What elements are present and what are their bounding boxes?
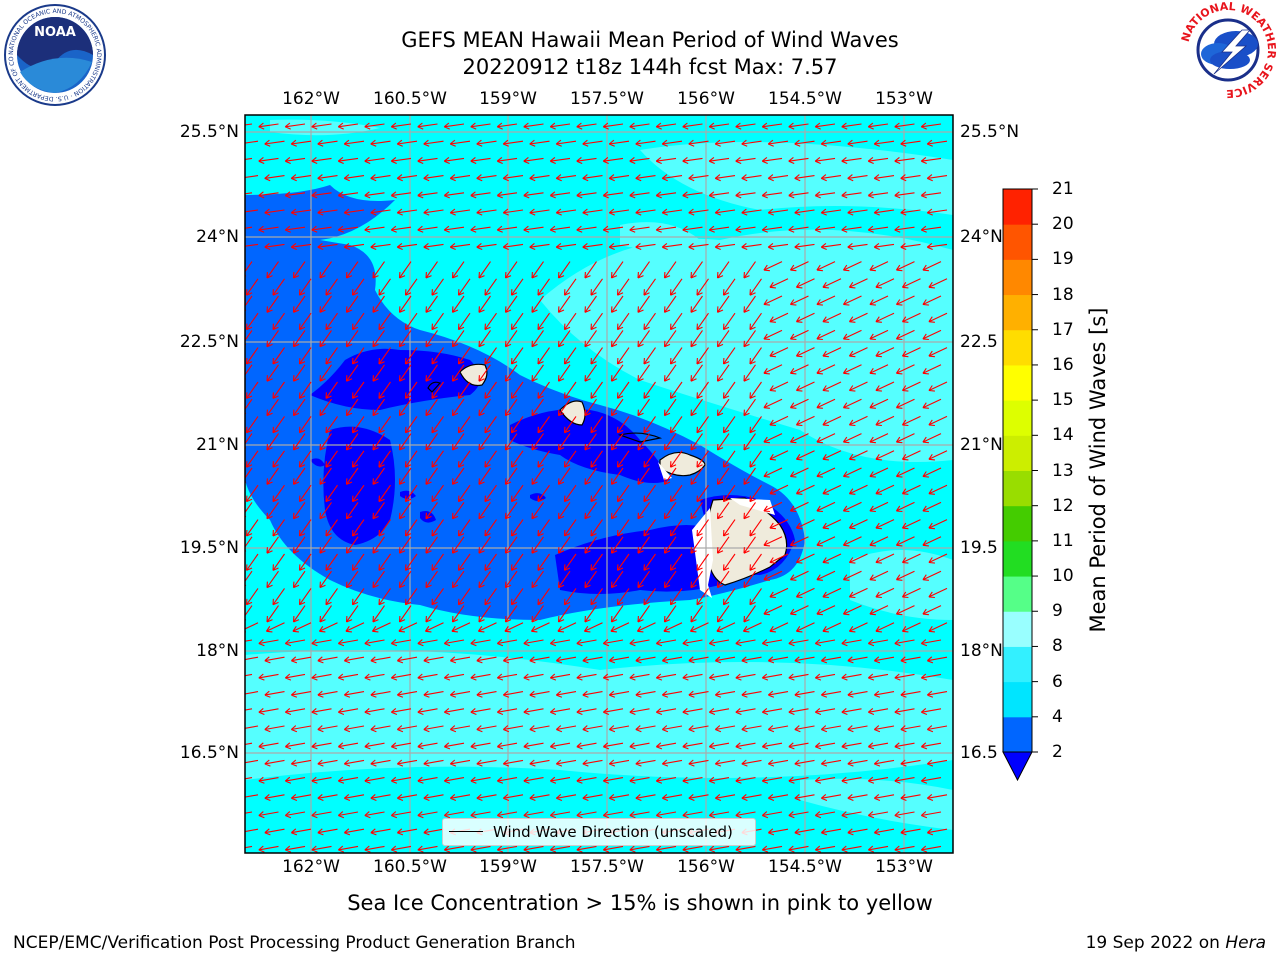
lon-tick-top: 160.5°W [373, 89, 447, 109]
colorbar-segment [1003, 540, 1032, 577]
map-legend: Wind Wave Direction (unscaled) [442, 818, 756, 846]
colorbar-label: Mean Period of Wind Waves [s] [1086, 307, 1110, 633]
colorbar-tick-label: 17 [1052, 319, 1074, 340]
colorbar-tick-label: 19 [1052, 249, 1074, 270]
colorbar-segment [1003, 646, 1032, 683]
colorbar-segment [1003, 435, 1032, 471]
colorbar-under-triangle [1002, 751, 1033, 782]
colorbar-tick-label: 6 [1052, 671, 1063, 692]
map-frame [244, 114, 954, 854]
lon-tick-bottom: 154.5°W [768, 857, 842, 877]
colorbar-segment [1003, 294, 1032, 331]
lat-tick-right: 22.5 [960, 332, 998, 352]
wind-wave-direction-arrows [245, 122, 948, 853]
lat-tick-left: 22.5°N [179, 332, 239, 352]
lon-tick-top: 157.5°W [570, 89, 644, 109]
lon-tick-bottom: 159°W [479, 857, 537, 877]
colorbar-segment [1003, 576, 1032, 612]
lon-tick-bottom: 162°W [282, 857, 340, 877]
lat-tick-left: 18°N [196, 641, 239, 661]
lat-tick-left: 19.5°N [179, 538, 239, 558]
noaa-logo-text: NOAA [34, 25, 76, 40]
colorbar-segment [1003, 400, 1032, 436]
colorbar-tick-label: 2 [1052, 742, 1063, 762]
lon-tick-top: 153°W [875, 89, 933, 109]
chart-title: GEFS MEAN Hawaii Mean Period of Wind Wav… [401, 28, 899, 52]
lon-tick-top: 162°W [282, 89, 340, 109]
nws-logo: NATIONAL WEATHER SERVICE [1179, 0, 1278, 100]
lon-tick-bottom: 160.5°W [373, 857, 447, 877]
colorbar-segment [1003, 189, 1032, 225]
wind-wave-arrow [245, 122, 948, 853]
colorbar-segment [1003, 716, 1032, 753]
sea-ice-caption: Sea Ice Concentration > 15% is shown in … [347, 891, 933, 915]
footer-date: 19 Sep 2022 on Hera [1086, 932, 1266, 954]
lat-tick-right: 24°N [960, 227, 1003, 247]
lon-tick-top: 156°W [677, 89, 735, 109]
footer-host: Hera [1225, 933, 1266, 953]
chart-subtitle: 20220912 t18z 144h fcst Max: 7.57 [462, 55, 838, 79]
colorbar-segment [1003, 259, 1032, 296]
colorbar-segment [1003, 611, 1032, 647]
lon-tick-bottom: 157.5°W [570, 857, 644, 877]
lat-lon-grid [245, 115, 953, 853]
lon-tick-bottom: 156°W [677, 857, 735, 877]
lat-tick-right: 18°N [960, 641, 1003, 661]
lat-tick-left: 25.5°N [179, 122, 239, 142]
colorbar-segment [1003, 364, 1032, 401]
footer-credit: NCEP/EMC/Verification Post Processing Pr… [13, 933, 576, 953]
lon-tick-bottom: 153°W [875, 857, 933, 877]
lat-tick-right: 19.5 [960, 538, 998, 558]
footer-date-text: 19 Sep 2022 on [1085, 933, 1220, 953]
hawaii-islands [427, 363, 788, 586]
island-maui [659, 451, 706, 477]
lon-tick-top: 154.5°W [768, 89, 842, 109]
noaa-logo: NOAA NATIONAL OCEANIC AND ATMOSPHERIC AD… [0, 0, 106, 106]
island-niihau [427, 381, 442, 393]
colorbar-tick-label: 11 [1052, 530, 1074, 551]
lat-tick-left: 24°N [196, 227, 239, 247]
colorbar-segment [1003, 470, 1032, 507]
colorbar-tick-label: 15 [1052, 390, 1074, 411]
colorbar-tick-label: 14 [1052, 425, 1074, 446]
lat-tick-right: 21°N [960, 435, 1003, 455]
colorbar [1002, 188, 1038, 782]
lat-tick-left: 21°N [196, 435, 239, 455]
colorbar-tick-label: 9 [1052, 601, 1063, 622]
lat-tick-right: 16.5 [960, 743, 998, 763]
colorbar-segment [1003, 505, 1032, 542]
colorbar-tick-label: 4 [1052, 706, 1063, 727]
colorbar-tick-label: 16 [1052, 354, 1074, 375]
legend-line-sample [449, 831, 483, 832]
colorbar-segment [1003, 224, 1032, 260]
colorbar-tick-label: 13 [1052, 460, 1074, 481]
legend-label: Wind Wave Direction (unscaled) [493, 823, 733, 841]
lon-tick-top: 159°W [479, 89, 537, 109]
colorbar-tick-label: 8 [1052, 636, 1063, 657]
colorbar-tick-label: 20 [1052, 214, 1074, 235]
map-plot-area [245, 115, 953, 853]
colorbar-segment [1003, 681, 1032, 718]
island-molokai [617, 432, 663, 443]
colorbar-tick-label: 21 [1052, 179, 1074, 199]
lat-tick-right: 25.5°N [960, 122, 1020, 142]
colorbar-tick-label: 12 [1052, 495, 1074, 516]
colorbar-tick-label: 10 [1052, 566, 1074, 587]
colorbar-segment [1003, 329, 1032, 366]
colorbar-tick-label: 18 [1052, 284, 1074, 305]
lat-tick-left: 16.5°N [179, 743, 239, 763]
